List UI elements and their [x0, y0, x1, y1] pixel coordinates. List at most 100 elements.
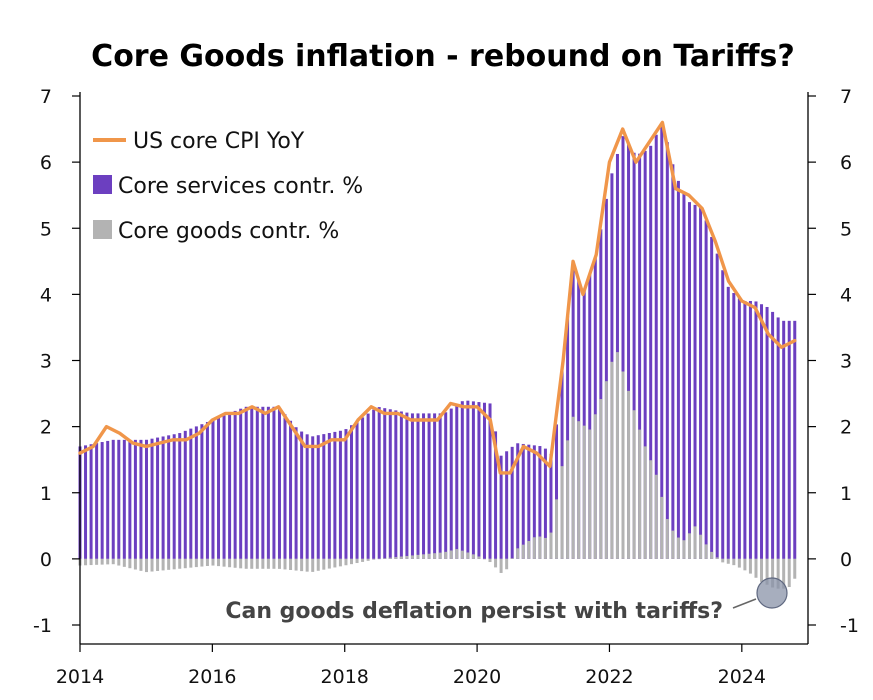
- bar-services-37: [283, 414, 287, 559]
- bar-services-18: [178, 433, 182, 559]
- bar-goods-14: [156, 558, 160, 571]
- bar-goods-89: [571, 416, 575, 559]
- bar-services-33: [261, 406, 265, 559]
- bar-goods-77: [505, 558, 509, 570]
- bar-goods-90: [577, 421, 581, 559]
- bar-goods-78: [510, 558, 514, 559]
- bar-goods-65: [438, 552, 442, 559]
- bar-goods-109: [682, 540, 686, 559]
- bar-goods-17: [172, 558, 176, 570]
- bar-goods-95: [604, 381, 608, 559]
- bar-goods-58: [399, 556, 403, 559]
- bar-services-32: [255, 406, 259, 559]
- bar-services-56: [388, 409, 392, 559]
- bar-goods-126: [776, 558, 780, 589]
- bar-services-125: [771, 311, 775, 559]
- bar-goods-55: [383, 558, 387, 559]
- bar-goods-13: [150, 558, 154, 572]
- bar-goods-88: [566, 440, 570, 559]
- bar-goods-60: [410, 555, 414, 559]
- bar-services-109: [682, 191, 686, 559]
- bar-services-91: [582, 290, 586, 559]
- bar-goods-124: [765, 558, 769, 585]
- bar-goods-30: [244, 558, 248, 569]
- bar-services-54: [377, 407, 381, 559]
- bar-services-14: [156, 437, 160, 559]
- bar-goods-29: [239, 558, 243, 569]
- bar-goods-98: [621, 371, 625, 559]
- bar-goods-79: [516, 548, 520, 559]
- bar-goods-52: [366, 558, 370, 561]
- bar-services-34: [266, 406, 270, 559]
- bar-goods-1: [84, 558, 88, 566]
- y-tick-label-right-8: 7: [840, 86, 852, 108]
- bar-goods-121: [748, 558, 752, 574]
- bar-goods-43: [316, 558, 320, 571]
- bar-services-28: [233, 410, 237, 559]
- bar-goods-23: [205, 558, 209, 566]
- bar-goods-74: [488, 558, 492, 563]
- bar-goods-63: [427, 553, 431, 559]
- bar-goods-56: [388, 557, 392, 559]
- bar-services-81: [527, 444, 531, 559]
- y-tick-label-left-2: 1: [40, 483, 52, 505]
- bar-services-31: [250, 406, 254, 559]
- bar-services-64: [433, 413, 437, 559]
- bar-services-5: [106, 440, 110, 559]
- bar-services-69: [460, 401, 464, 559]
- y-tick-label-right-7: 6: [840, 152, 852, 174]
- bar-services-123: [760, 304, 764, 559]
- bar-goods-99: [627, 390, 631, 559]
- bar-goods-70: [466, 552, 470, 559]
- bar-services-102: [643, 150, 647, 559]
- x-tick-label-4: 2022: [585, 666, 633, 688]
- bar-goods-35: [272, 558, 276, 569]
- bar-services-13: [150, 438, 154, 559]
- bar-goods-24: [211, 558, 215, 566]
- bar-goods-25: [217, 558, 221, 567]
- bar-goods-19: [183, 558, 187, 569]
- bar-goods-119: [737, 558, 741, 568]
- bar-goods-68: [455, 549, 459, 559]
- chart-title: Core Goods inflation - rebound on Tariff…: [91, 39, 795, 74]
- bar-services-90: [577, 280, 581, 559]
- bar-services-6: [111, 439, 115, 559]
- bar-goods-94: [599, 399, 603, 559]
- y-tick-label-left-0: -1: [33, 615, 52, 637]
- bar-services-121: [748, 300, 752, 559]
- bar-services-20: [189, 428, 193, 559]
- bar-services-85: [549, 454, 553, 559]
- bar-goods-82: [532, 537, 536, 559]
- bar-services-122: [754, 301, 758, 559]
- bar-goods-80: [521, 544, 525, 559]
- bar-services-83: [538, 446, 542, 559]
- bar-services-128: [787, 320, 791, 559]
- bar-services-100: [632, 152, 636, 559]
- legend-label-us-core-cpi-yoy: US core CPI YoY: [133, 129, 305, 154]
- bar-services-80: [521, 443, 525, 559]
- bar-goods-69: [460, 550, 464, 559]
- bar-services-93: [593, 257, 597, 559]
- bar-services-26: [222, 415, 226, 559]
- bar-services-84: [543, 448, 547, 559]
- bar-goods-85: [549, 532, 553, 559]
- bar-services-44: [322, 434, 326, 559]
- bar-services-115: [715, 253, 719, 559]
- bar-services-79: [516, 443, 520, 559]
- y-tick-label-left-4: 3: [40, 351, 52, 373]
- bar-goods-5: [106, 558, 110, 565]
- legend-label-core-goods: Core goods contr. %: [118, 219, 339, 244]
- y-tick-label-right-1: 0: [840, 549, 852, 571]
- bar-services-77: [505, 451, 509, 559]
- bar-services-12: [144, 439, 148, 559]
- bar-services-68: [455, 404, 459, 559]
- bar-goods-62: [422, 554, 426, 559]
- bar-goods-32: [255, 558, 259, 569]
- bar-goods-110: [687, 533, 691, 559]
- bar-services-89: [571, 261, 575, 559]
- y-tick-label-left-3: 2: [40, 417, 52, 439]
- bar-services-108: [676, 180, 680, 559]
- bar-goods-129: [793, 558, 797, 579]
- bar-goods-59: [405, 555, 409, 559]
